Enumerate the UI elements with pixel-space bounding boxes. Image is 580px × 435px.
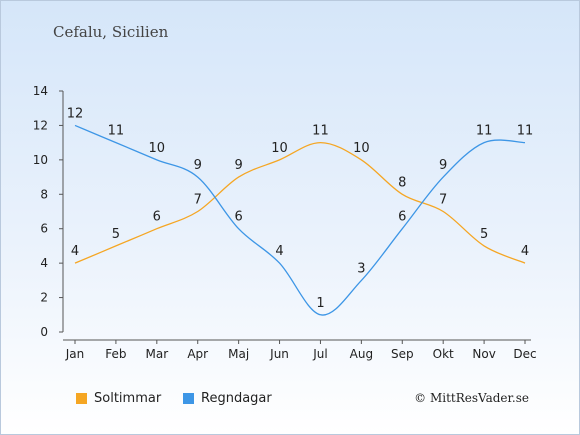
data-label-soltimmar: 5 (480, 227, 488, 242)
data-label-regndagar: 11 (517, 124, 534, 139)
chart-title: Cefalu, Sicilien (53, 23, 169, 41)
x-tick-label: Sep (391, 347, 414, 361)
x-tick-label: Jan (65, 347, 85, 361)
legend-swatch-regndagar (183, 393, 194, 404)
data-label-regndagar: 11 (476, 124, 493, 139)
x-tick-label: Jul (312, 347, 327, 361)
x-tick-label: Feb (105, 347, 126, 361)
data-label-soltimmar: 7 (439, 193, 447, 208)
legend-item-soltimmar: Soltimmar (76, 391, 161, 406)
data-label-soltimmar: 7 (194, 193, 202, 208)
x-tick-label: Okt (433, 347, 454, 361)
y-tick-label: 0 (40, 325, 48, 339)
data-label-soltimmar: 4 (521, 244, 529, 259)
x-tick-label: Aug (350, 347, 373, 361)
x-tick-label: Dec (513, 347, 536, 361)
x-tick-label: Maj (228, 347, 249, 361)
x-tick-label: Apr (187, 347, 208, 361)
data-label-soltimmar: 6 (153, 210, 161, 225)
data-label-soltimmar: 9 (234, 158, 242, 173)
y-tick-label: 4 (40, 256, 48, 270)
y-tick-label: 14 (33, 84, 48, 98)
data-label-regndagar: 1 (316, 296, 324, 311)
data-label-regndagar: 10 (149, 141, 166, 156)
legend-label-regndagar: Regndagar (201, 391, 272, 406)
copyright-credit: © MittResVader.se (414, 391, 529, 405)
y-tick-label: 8 (40, 187, 48, 201)
data-label-regndagar: 3 (357, 261, 365, 276)
data-label-soltimmar: 8 (398, 175, 406, 190)
y-tick-label: 2 (40, 291, 48, 305)
x-tick-label: Jun (269, 347, 289, 361)
legend-label-soltimmar: Soltimmar (94, 391, 162, 406)
x-tick-label: Mar (145, 347, 168, 361)
data-label-regndagar: 9 (194, 158, 202, 173)
data-label-regndagar: 4 (275, 244, 283, 259)
legend-swatch-soltimmar (76, 393, 87, 404)
series-line-soltimmar (74, 141, 526, 264)
series-line-regndagar (74, 124, 526, 316)
data-label-regndagar: 6 (234, 210, 242, 225)
data-label-soltimmar: 11 (312, 124, 329, 139)
data-label-regndagar: 11 (108, 124, 125, 139)
y-tick-label: 12 (33, 118, 48, 132)
data-label-regndagar: 9 (439, 158, 447, 173)
data-label-soltimmar: 4 (71, 244, 79, 259)
data-label-soltimmar: 5 (112, 227, 120, 242)
legend-item-regndagar: Regndagar (183, 391, 272, 406)
data-label-soltimmar: 10 (271, 141, 288, 156)
y-tick-label: 10 (33, 153, 48, 167)
data-label-regndagar: 12 (67, 106, 84, 121)
x-tick-label: Nov (472, 347, 495, 361)
y-tick-label: 6 (40, 222, 48, 236)
data-label-soltimmar: 10 (353, 141, 370, 156)
data-label-regndagar: 6 (398, 210, 406, 225)
